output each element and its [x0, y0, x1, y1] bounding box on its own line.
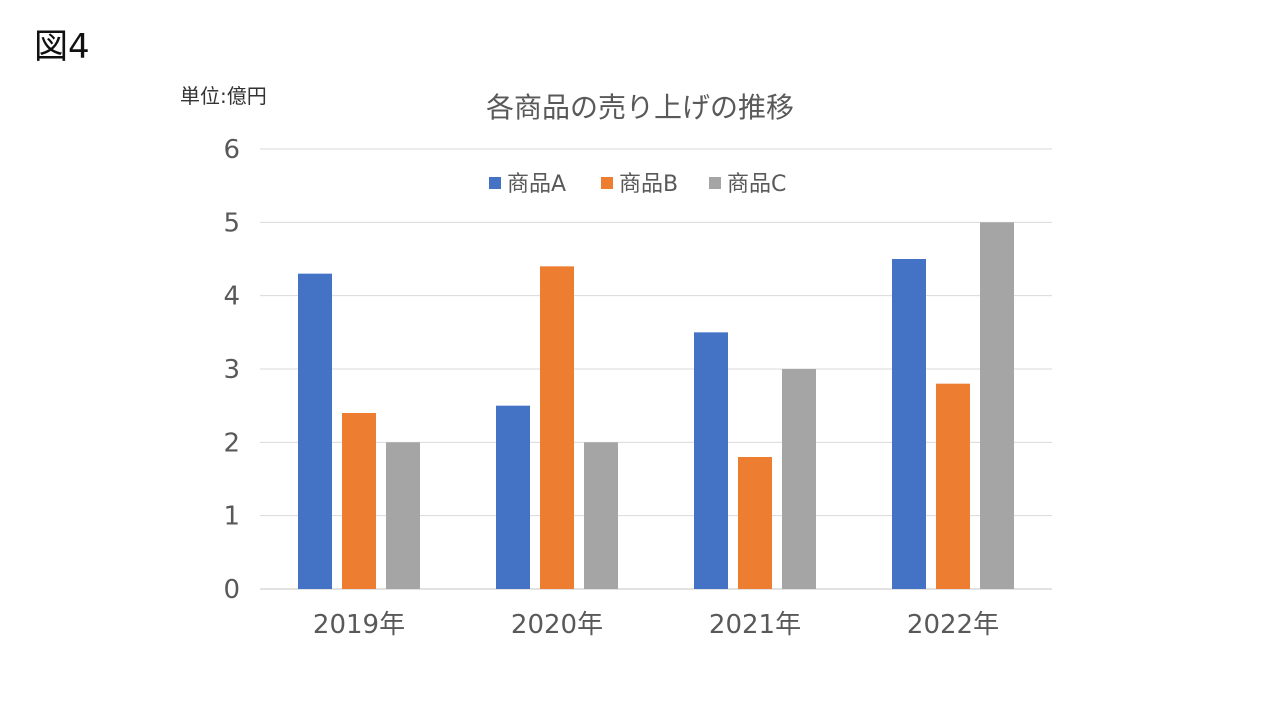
legend-label: 商品C — [727, 172, 786, 197]
y-tick-label: 1 — [223, 502, 240, 532]
x-tick-label: 2020年 — [511, 610, 603, 640]
legend-swatch — [489, 177, 501, 189]
y-tick-label: 0 — [223, 575, 240, 605]
y-tick-label: 6 — [223, 135, 240, 165]
x-axis-ticks: 2019年 2020年 2021年 2022年 — [313, 610, 999, 640]
bar — [694, 332, 728, 589]
y-axis-ticks: 0 1 2 3 4 5 6 — [223, 135, 240, 605]
bar — [496, 405, 530, 589]
bar — [584, 442, 618, 589]
x-tick-label: 2022年 — [907, 610, 999, 640]
chart-title: 各商品の売り上げの推移 — [486, 91, 794, 124]
bar — [540, 266, 574, 589]
bar — [936, 383, 970, 589]
bar — [386, 442, 420, 589]
legend-swatch — [601, 177, 613, 189]
figure-label: 図4 — [34, 27, 90, 67]
y-tick-label: 2 — [223, 428, 240, 458]
y-tick-label: 4 — [223, 282, 240, 312]
y-tick-label: 5 — [223, 208, 240, 238]
bar — [782, 369, 816, 589]
bars — [298, 222, 1014, 590]
x-tick-label: 2019年 — [313, 610, 405, 640]
bar — [342, 413, 376, 589]
unit-label: 単位:億円 — [180, 84, 267, 108]
y-tick-label: 3 — [223, 355, 240, 385]
legend-label: 商品A — [507, 172, 566, 197]
x-tick-label: 2021年 — [709, 610, 801, 640]
legend: 商品A 商品B 商品C — [489, 172, 786, 197]
bar — [892, 259, 926, 589]
legend-swatch — [709, 177, 721, 189]
bar — [298, 273, 332, 589]
bar — [738, 457, 772, 589]
legend-label: 商品B — [619, 172, 678, 197]
gridlines — [260, 148, 1052, 590]
bar — [980, 222, 1014, 590]
